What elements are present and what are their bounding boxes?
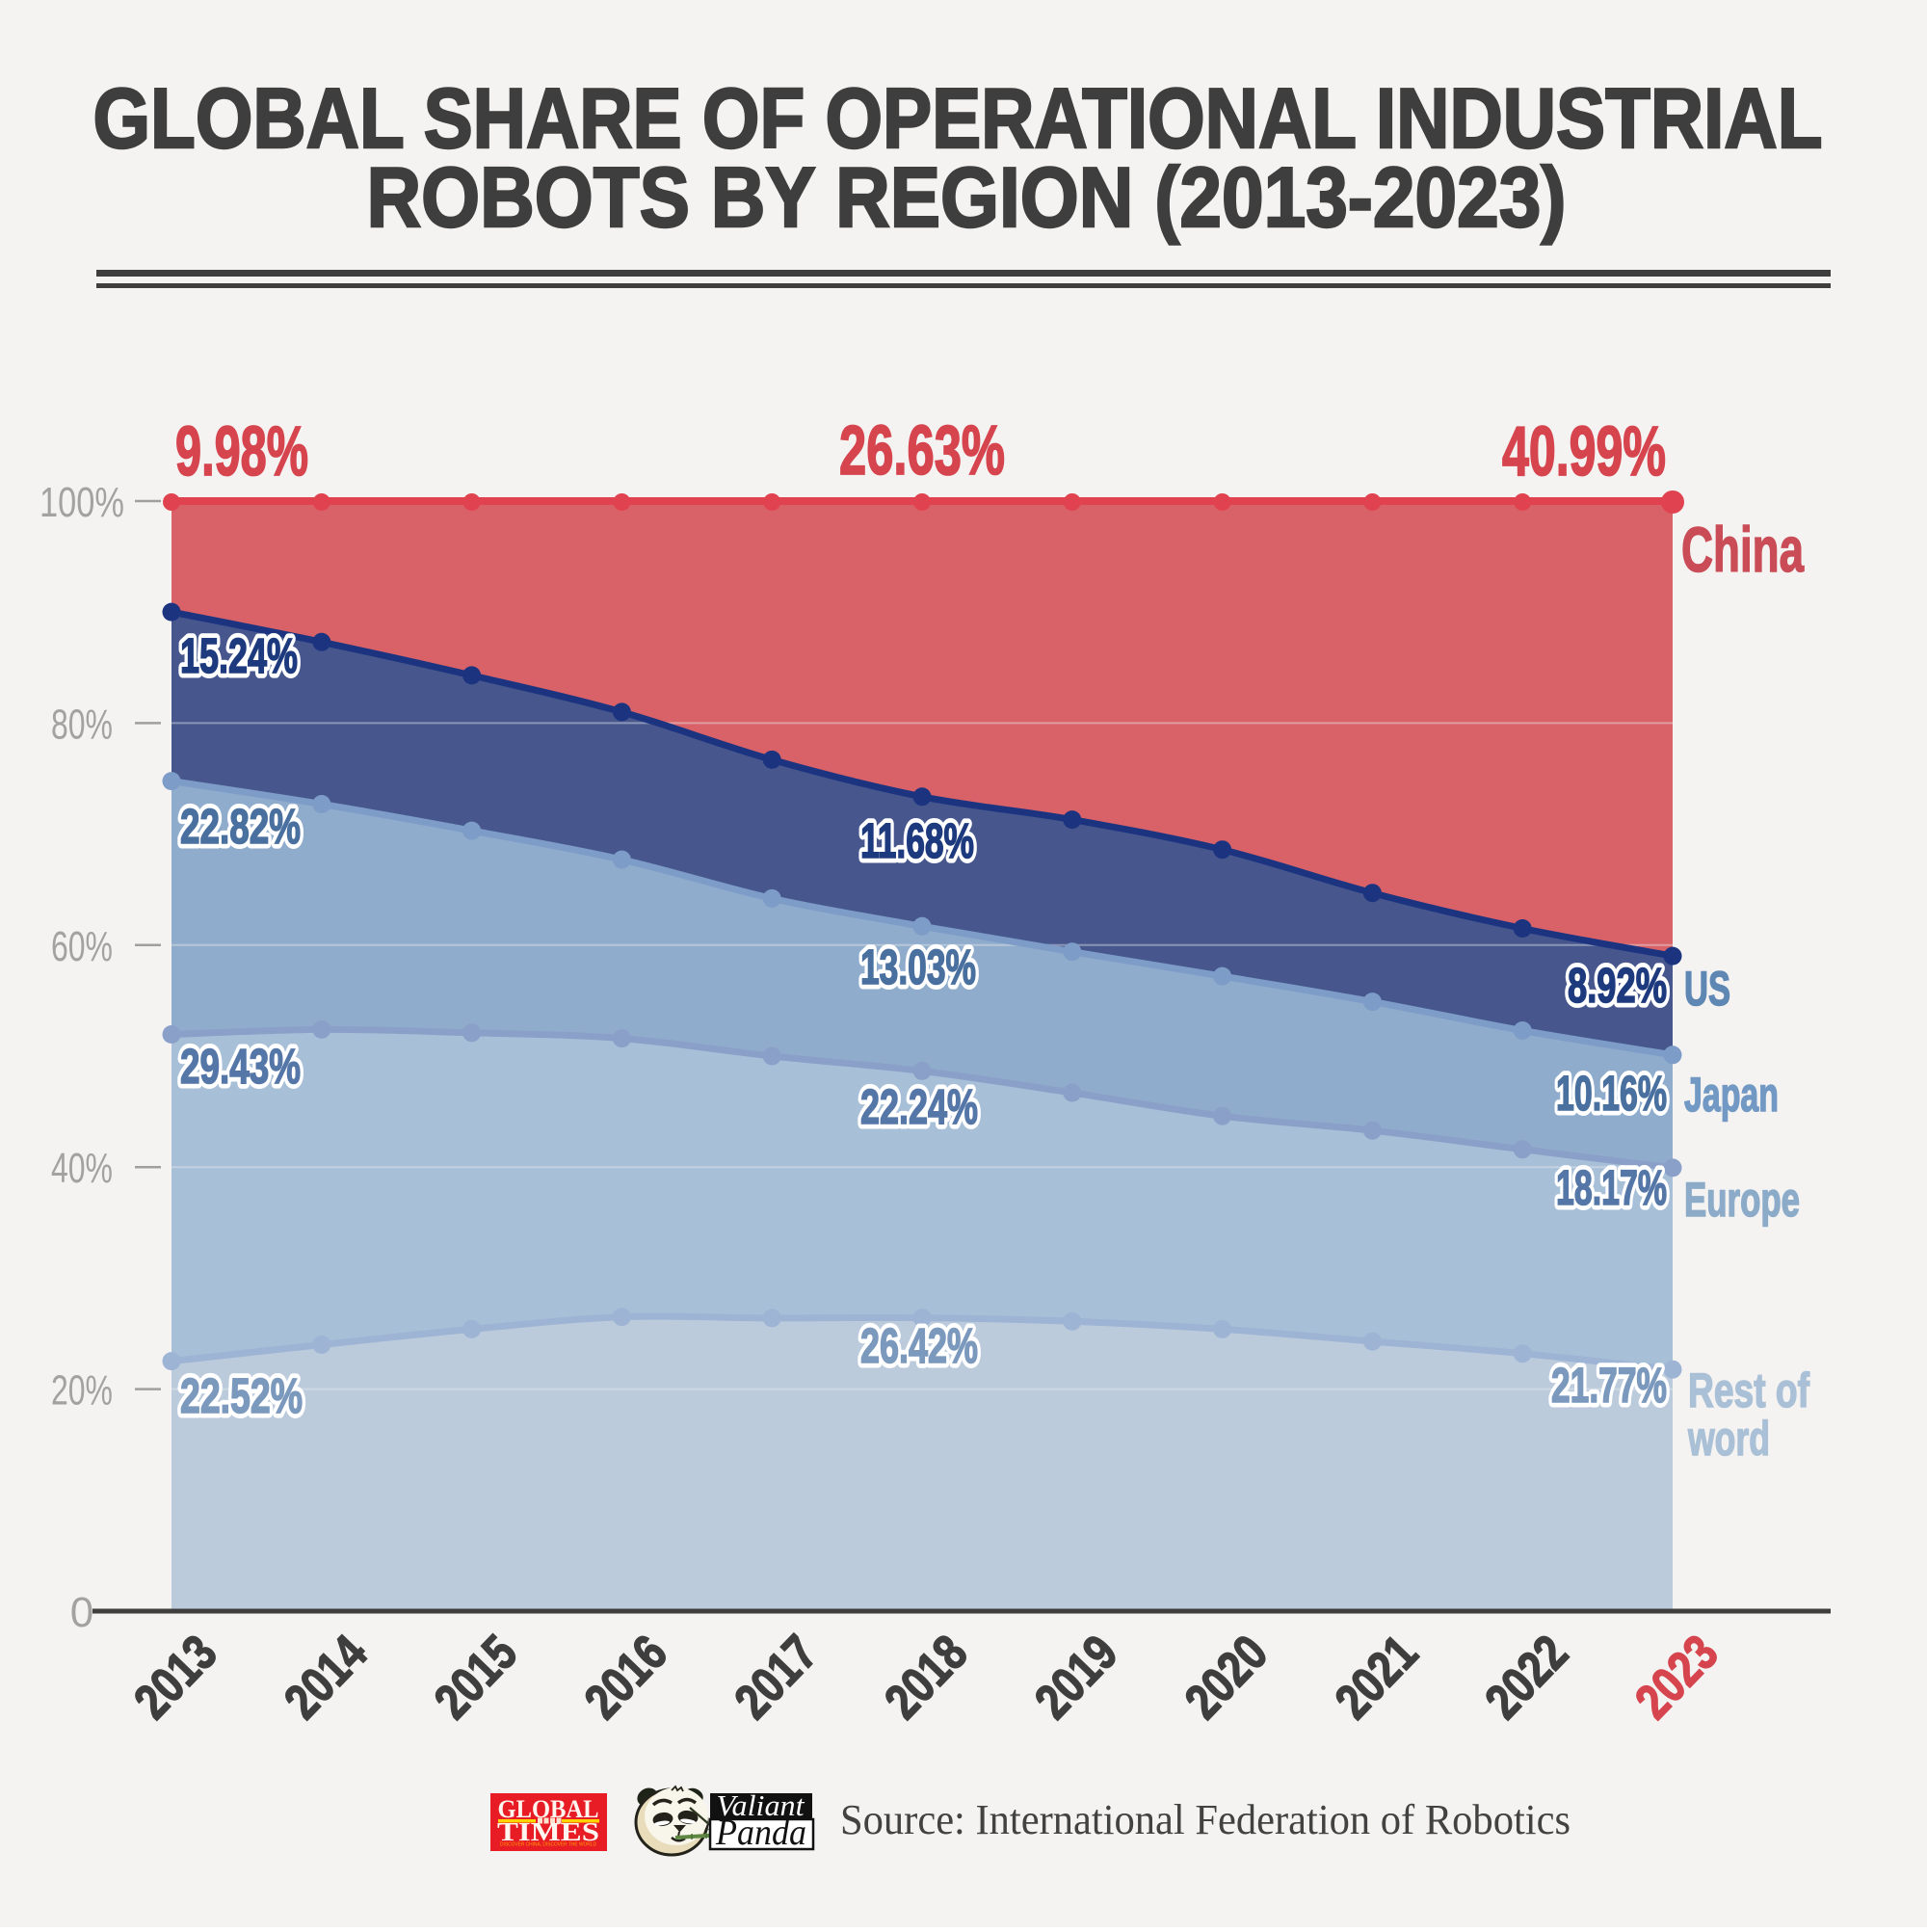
svg-text:21.77%: 21.77% [1551, 1358, 1667, 1413]
svg-text:22.24%: 22.24% [860, 1079, 978, 1134]
svg-text:13.03%: 13.03% [860, 940, 976, 994]
svg-text:26.63%: 26.63% [839, 412, 1005, 490]
svg-text:40%: 40% [51, 1145, 113, 1192]
svg-text:18.17%: 18.17% [1556, 1160, 1667, 1215]
svg-text:13.03%: 13.03% [860, 940, 976, 994]
svg-text:8.92%: 8.92% [1568, 958, 1667, 1013]
svg-text:Rest of: Rest of [1688, 1363, 1809, 1417]
svg-text:22.52%: 22.52% [180, 1368, 303, 1423]
svg-text:20%: 20% [51, 1367, 113, 1415]
svg-text:DISCOVER CHINA, DISCOVER THE W: DISCOVER CHINA, DISCOVER THE WORLD [500, 1842, 596, 1848]
svg-text:TIMES: TIMES [497, 1817, 599, 1846]
svg-text:100%: 100% [40, 479, 124, 526]
svg-text:Valiant: Valiant [717, 1788, 805, 1822]
svg-text:Europe: Europe [1684, 1173, 1800, 1227]
svg-text:China: China [1681, 514, 1805, 585]
svg-text:0: 0 [70, 1589, 93, 1636]
svg-text:18.17%: 18.17% [1556, 1160, 1667, 1215]
svg-text:22.82%: 22.82% [180, 799, 301, 854]
svg-text:22.24%: 22.24% [860, 1079, 978, 1134]
svg-text:11.68%: 11.68% [860, 813, 974, 868]
svg-text:22.52%: 22.52% [180, 1368, 303, 1423]
svg-text:15.24%: 15.24% [180, 628, 298, 683]
svg-text:40.99%: 40.99% [1502, 413, 1666, 490]
svg-text:26.42%: 26.42% [860, 1318, 978, 1373]
svg-text:GLOBAL SHARE OF OPERATIONAL IN: GLOBAL SHARE OF OPERATIONAL INDUSTRIAL [93, 70, 1823, 166]
svg-text:Japan: Japan [1684, 1068, 1779, 1122]
svg-text:22.82%: 22.82% [180, 799, 301, 854]
svg-text:Panda: Panda [715, 1813, 806, 1853]
svg-text:8.92%: 8.92% [1568, 958, 1667, 1013]
svg-text:Source: International Federati: Source: International Federation of Robo… [840, 1796, 1571, 1843]
svg-text:9.98%: 9.98% [175, 413, 308, 490]
svg-text:26.42%: 26.42% [860, 1318, 978, 1373]
svg-text:10.16%: 10.16% [1556, 1066, 1667, 1121]
svg-text:60%: 60% [51, 923, 113, 970]
svg-text:80%: 80% [51, 701, 113, 748]
svg-text:15.24%: 15.24% [180, 628, 298, 683]
svg-text:29.43%: 29.43% [180, 1039, 301, 1094]
svg-text:29.43%: 29.43% [180, 1039, 301, 1094]
svg-text:21.77%: 21.77% [1551, 1358, 1667, 1413]
svg-text:10.16%: 10.16% [1556, 1066, 1667, 1121]
svg-text:US: US [1684, 962, 1730, 1016]
svg-text:ROBOTS BY REGION (2013-2023): ROBOTS BY REGION (2013-2023) [367, 149, 1567, 245]
svg-text:11.68%: 11.68% [860, 813, 974, 868]
svg-text:word: word [1687, 1412, 1770, 1466]
